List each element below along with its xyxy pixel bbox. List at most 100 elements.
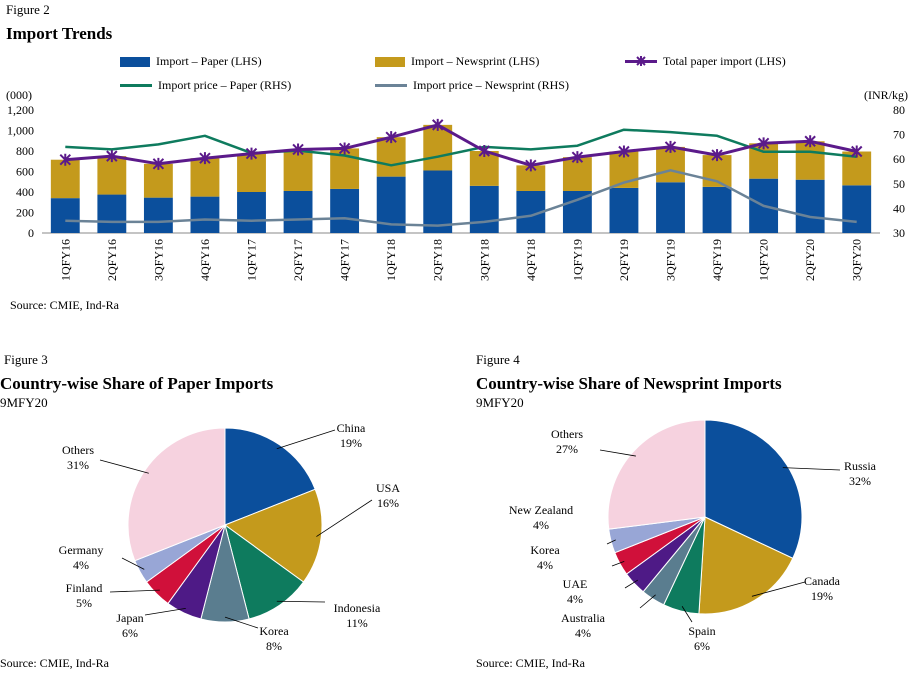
fig2-title: Import Trends [6, 24, 113, 43]
total-import-marker [152, 157, 165, 170]
slice-value: 6% [694, 639, 710, 653]
x-tick-label: 4QFY16 [198, 239, 212, 281]
y-left-tick-label: 200 [16, 206, 34, 220]
bar-paper [795, 179, 825, 233]
bar-newsprint [795, 141, 825, 180]
newsprint-imports-pie: Russia32%Canada19%Spain6%Australia4%UAE4… [509, 419, 877, 653]
slice-value: 6% [122, 626, 138, 640]
y-right-tick-label: 30 [893, 226, 905, 240]
slice-value: 4% [575, 626, 591, 640]
slice-label: Russia [844, 459, 877, 473]
total-import-marker [59, 153, 71, 166]
bar-paper [50, 198, 80, 233]
slice-label: Others [551, 427, 583, 441]
slice-label: Korea [259, 624, 289, 638]
slice-label: Korea [530, 543, 560, 557]
y-right-tick-label: 80 [893, 103, 905, 117]
legend-total-marker [636, 56, 646, 66]
bar-paper [143, 197, 173, 233]
leader-line [639, 594, 656, 609]
slice-value: 32% [849, 474, 871, 488]
leader-line [276, 600, 326, 603]
fig4-subtitle: 9MFY20 [476, 395, 524, 410]
slice-label: Others [62, 443, 94, 457]
slice-value: 19% [811, 589, 833, 603]
bar-paper [237, 192, 266, 233]
slice-value: 16% [377, 496, 399, 510]
bar-paper [609, 187, 639, 233]
total-import-marker [432, 118, 444, 131]
y-left-tick-label: 1,000 [7, 124, 34, 138]
pie-slice-canada [698, 516, 794, 615]
leader-line [109, 589, 160, 593]
slice-value: 4% [73, 558, 89, 572]
x-tick-label: 1QFY16 [58, 239, 72, 281]
x-tick-label: 3QFY19 [664, 239, 678, 281]
y-left-tick-label: 400 [16, 185, 34, 199]
leader-line [121, 557, 145, 570]
leader-line [99, 459, 149, 474]
y-right-tick-label: 60 [893, 152, 905, 166]
leader-line [751, 581, 806, 597]
total-import-marker [525, 159, 537, 172]
total-import-marker [245, 147, 258, 160]
x-tick-label: 1QFY17 [245, 239, 259, 281]
bar-paper [842, 185, 872, 233]
total-import-marker [757, 137, 770, 150]
bar-paper [562, 190, 592, 233]
bar-paper [423, 170, 453, 233]
bar-paper [330, 188, 360, 233]
bar-newsprint [190, 158, 220, 197]
legend-paper-text: Import – Paper (LHS) [156, 54, 262, 68]
slice-value: 19% [340, 436, 362, 450]
fig4-title: Country-wise Share of Newsprint Imports [476, 374, 782, 393]
leader-line [782, 467, 841, 471]
x-tick-label: 4QFY18 [524, 239, 538, 281]
fig3-title: Country-wise Share of Paper Imports [0, 374, 274, 393]
fig3-subtitle: 9MFY20 [0, 395, 48, 410]
pie-slice-others [127, 427, 226, 562]
total-import-marker [711, 149, 723, 162]
leader-line [224, 616, 259, 629]
slice-label: New Zealand [509, 503, 573, 517]
x-tick-label: 4QFY17 [338, 239, 352, 281]
x-tick-label: 1QFY20 [757, 239, 771, 281]
y-left-tick-label: 800 [16, 144, 34, 158]
slice-label: China [337, 421, 366, 435]
x-tick-label: 3QFY16 [151, 239, 165, 281]
x-tick-label: 2QFY19 [617, 239, 631, 281]
slice-label: Australia [561, 611, 606, 625]
bar-paper [702, 186, 732, 233]
fig2-source: Source: CMIE, Ind-Ra [10, 298, 119, 312]
bar-paper [97, 194, 127, 233]
legend-total-line [625, 56, 657, 66]
y-right-tick-label: 50 [893, 177, 905, 191]
bar-newsprint [423, 124, 453, 171]
fig3-source: Source: CMIE, Ind-Ra [0, 656, 109, 670]
bar-paper [656, 182, 685, 233]
line-total-import [65, 123, 858, 167]
fig4-label: Figure 4 [476, 352, 520, 367]
x-tick-label: 4QFY19 [710, 239, 724, 281]
legend-total-text: Total paper import (LHS) [663, 54, 786, 68]
x-tick-label: 2QFY16 [105, 239, 119, 281]
total-import-marker [851, 145, 863, 158]
leader-line [606, 539, 616, 545]
slice-label: Canada [804, 574, 841, 588]
total-import-marker [478, 145, 490, 157]
slice-value: 4% [567, 592, 583, 606]
slice-label: Indonesia [334, 601, 381, 615]
legend-price-newsprint: Import price – Newsprint (RHS) [375, 78, 569, 93]
leader-line [316, 499, 373, 537]
legend-newsprint: Import – Newsprint (LHS) [375, 54, 539, 69]
legend-paper-swatch [120, 56, 150, 67]
bar-paper [190, 196, 220, 233]
slice-value: 4% [537, 558, 553, 572]
bar-paper [469, 185, 499, 233]
legend-newsprint-text: Import – Newsprint (LHS) [411, 54, 540, 68]
x-tick-label: 2QFY17 [291, 239, 305, 281]
slice-label: Spain [688, 624, 715, 638]
pie-slice-others [607, 419, 706, 530]
y-left-tick-label: 600 [16, 165, 34, 179]
